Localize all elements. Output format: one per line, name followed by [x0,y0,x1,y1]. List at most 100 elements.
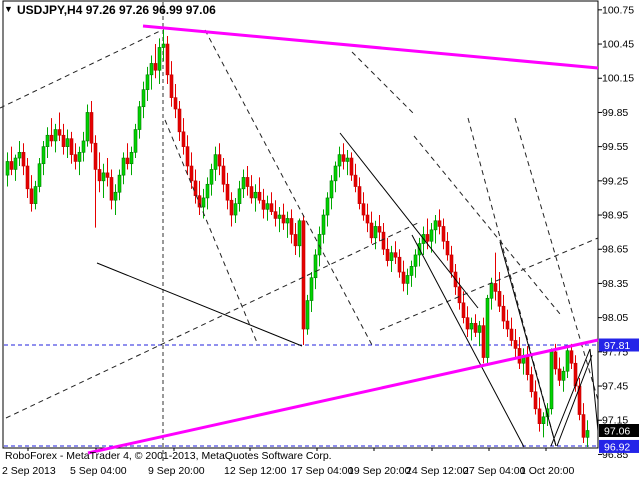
candle-body [41,146,46,165]
date-label: 19 Sep 20:00 [348,465,411,477]
candle-body [21,152,26,167]
candle-body [413,254,418,267]
candle-body [549,351,554,410]
price-tick-label: 98.65 [602,244,628,256]
price-tick-label: 100.45 [602,39,634,51]
candle-body [457,286,462,304]
channel-fall-mid[interactable] [413,135,561,315]
candle-body [333,165,338,182]
candle-body [105,172,110,178]
candle-body [529,374,534,393]
solid-fall-2[interactable] [411,234,525,448]
price-badge [599,338,639,352]
candle-body [437,220,442,227]
candle-body [585,430,590,438]
support-rise-long[interactable] [5,221,421,419]
candle-body [137,106,142,130]
candle-body [209,169,214,185]
candle-body [321,214,326,235]
candle-body [33,186,38,204]
solid-fall-1[interactable] [339,132,479,309]
candle-body [185,146,190,167]
candle-body [401,271,406,284]
candle-body [301,220,306,330]
candle-body [441,226,446,242]
candle-body [165,43,170,76]
date-label: 24 Sep 12:00 [406,465,469,477]
candle-body [481,325,486,358]
candle-body [493,283,498,292]
candle-body [37,163,42,187]
date-label: 9 Sep 20:00 [148,465,205,477]
candle-body [309,277,314,301]
candle-body [85,112,90,142]
solid-low-to-low[interactable] [96,262,303,347]
candle-body [193,180,198,196]
candle-body [213,154,218,170]
candle-body [369,222,374,239]
candle-body [473,323,478,333]
fan-fall-1[interactable] [204,29,373,346]
trend-rise-to-peak[interactable] [0,29,163,109]
fan-fall-2[interactable] [164,119,259,346]
price-tick-label: 97.45 [602,381,628,393]
candle-body [425,234,430,242]
candle-body [293,234,298,247]
candle-body [189,165,194,182]
candle-body [237,188,242,204]
price-tick-label: 99.85 [602,107,628,119]
candle-body [513,340,518,349]
candle-body [525,354,530,375]
date-label: 27 Sep 04:00 [463,465,526,477]
candle-body [249,186,254,199]
price-badge [599,439,639,453]
copyright-text: RoboForex - MetaTrader 4, © 2001-2013, M… [5,450,332,462]
candle-body [289,218,294,235]
candle-body [277,214,282,219]
candle-body [117,174,122,193]
candle-body [153,63,158,71]
candle-body [57,129,62,136]
magenta-bottom[interactable] [87,338,599,455]
candle-body [353,174,358,187]
candle-body [221,165,226,185]
dash-upper-right[interactable] [351,51,415,115]
candle-body [405,275,410,284]
price-tick-label: 98.95 [602,210,628,222]
candle-body [257,191,262,201]
candle-body [461,302,466,318]
price-badge-label: 97.81 [604,340,630,352]
candle-body [449,254,454,273]
fan-fall-right-2[interactable] [514,117,599,401]
candle-body [485,297,490,358]
candle-body [509,328,514,341]
pennant-sketch-b[interactable] [556,354,593,447]
candle-body [233,203,238,216]
candle-body [541,416,546,424]
support-rise-right[interactable] [379,237,599,331]
candle-body [269,203,274,212]
candle-body [177,108,182,133]
candle-body [337,154,342,167]
candle-body [489,283,494,299]
candle-body [53,129,58,142]
candle-body [29,188,34,204]
magenta-top[interactable] [142,24,599,70]
candle-body [265,203,270,210]
candle-body [161,43,166,48]
candle-body [497,291,502,307]
candle-body [313,254,318,279]
solid-fall-steep[interactable] [499,241,557,447]
candle-body [81,140,86,153]
candle-body [169,74,174,98]
symbol-ohlc-header: USDJPY,H4 97.26 97.26 96.99 97.06 [17,3,216,17]
candle-body [505,320,510,330]
candle-body [113,191,118,201]
candle-body [197,195,202,208]
candle-body [409,266,414,276]
date-label: 17 Sep 04:00 [291,465,354,477]
pennant-sketch-a[interactable] [550,348,599,447]
candle-body [229,199,234,216]
candle-body [361,203,366,216]
